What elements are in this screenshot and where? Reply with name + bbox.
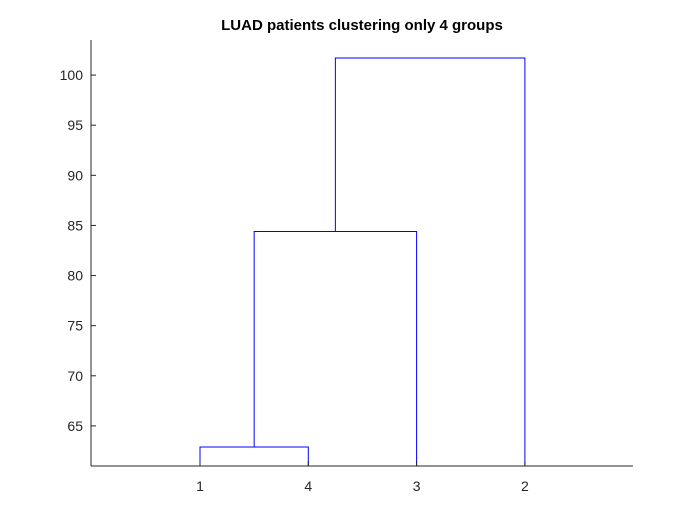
- y-tick-label: 85: [67, 217, 83, 233]
- y-tick-label: 65: [67, 418, 83, 434]
- x-tick-label-3: 3: [413, 478, 421, 494]
- x-tick-label-2: 2: [521, 478, 529, 494]
- y-tick-label: 80: [67, 268, 83, 284]
- y-tick-label: 70: [67, 368, 83, 384]
- x-axis-ticks: 1 4 3 2: [196, 461, 529, 494]
- y-tick-label: 100: [60, 67, 84, 83]
- x-tick-label-1: 1: [196, 478, 204, 494]
- y-axis-ticks: 65 70 75 80 85 90 95 100: [60, 67, 96, 434]
- dendrogram-link-2: [253, 230, 418, 466]
- dendrogram-link-1: [199, 446, 309, 466]
- y-tick-label: 75: [67, 318, 83, 334]
- x-tick-label-4: 4: [304, 478, 312, 494]
- chart-title: LUAD patients clustering only 4 groups: [221, 17, 503, 34]
- y-tick-label: 95: [67, 117, 83, 133]
- dendrogram-link-3: [334, 57, 526, 466]
- y-tick-label: 90: [67, 167, 83, 183]
- chart-axes: [90, 40, 633, 467]
- dendrogram-links: [199, 57, 526, 466]
